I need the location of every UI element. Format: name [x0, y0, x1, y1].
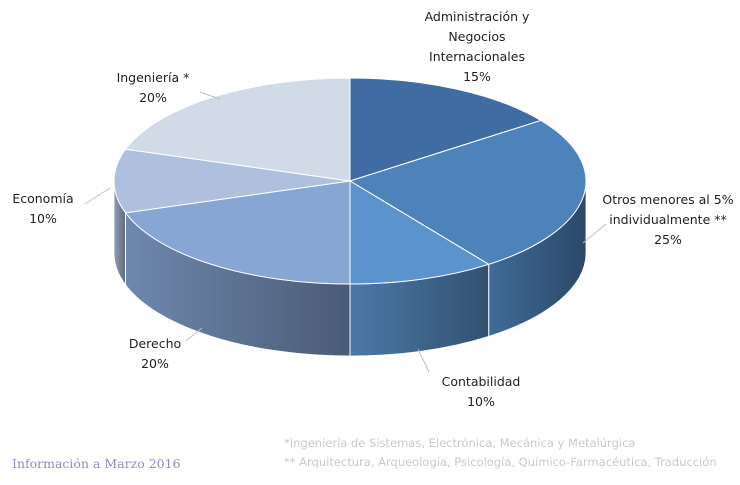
leader-line [199, 91, 221, 100]
label-line: Economía [12, 191, 73, 206]
footnote-otros: ** Arquitectura, Arqueología, Psicología… [284, 455, 717, 469]
slice-contabilidad [349, 180, 490, 285]
leader-line [185, 327, 203, 342]
label-line: individualmente ** [609, 212, 727, 227]
label-line: Otros menores al 5% [602, 192, 733, 207]
label-line: Administración y [425, 9, 530, 24]
pie-top [113, 77, 587, 285]
label-percent: 20% [139, 90, 167, 105]
label-line: Negocios [448, 29, 505, 44]
label-percent: 10% [29, 211, 57, 226]
leader-line [582, 223, 607, 244]
slice-otros-menores-al-5 [348, 119, 587, 265]
label-line: Derecho [129, 336, 181, 351]
slice-economia [113, 148, 351, 214]
label-administracion-y: Administración y Negocios Internacionales 1… [425, 9, 530, 84]
slice-ingenieria [124, 77, 351, 182]
source-note: Información a Marzo 2016 [12, 456, 181, 471]
leader-line [84, 187, 111, 205]
leader-line [417, 348, 430, 373]
slice-administracion-y [349, 77, 543, 182]
label-derecho: Derecho 20% [129, 336, 181, 371]
label-line: Internacionales [429, 49, 525, 64]
data-labels: Administración y Negocios Internacionales 1… [12, 9, 733, 409]
label-ingenieria: Ingeniería * 20% [117, 70, 190, 105]
label-line: Ingeniería * [117, 70, 190, 85]
label-percent: 20% [141, 356, 169, 371]
label-percent: 25% [654, 232, 682, 247]
slice-derecho [124, 180, 351, 285]
label-percent: 10% [467, 394, 495, 409]
label-contabilidad: Contabilidad 10% [442, 374, 521, 409]
footnote-ingenieria: *Ingeniería de Sistemas, Electrónica, Me… [284, 436, 636, 450]
label-percent: 15% [463, 69, 491, 84]
label-line: Contabilidad [442, 374, 521, 389]
label-otros-menores-al-5: Otros menores al 5% individualmente ** 25% [602, 192, 733, 247]
label-economia: Economía 10% [12, 191, 73, 226]
pie-side-walls [113, 180, 587, 357]
